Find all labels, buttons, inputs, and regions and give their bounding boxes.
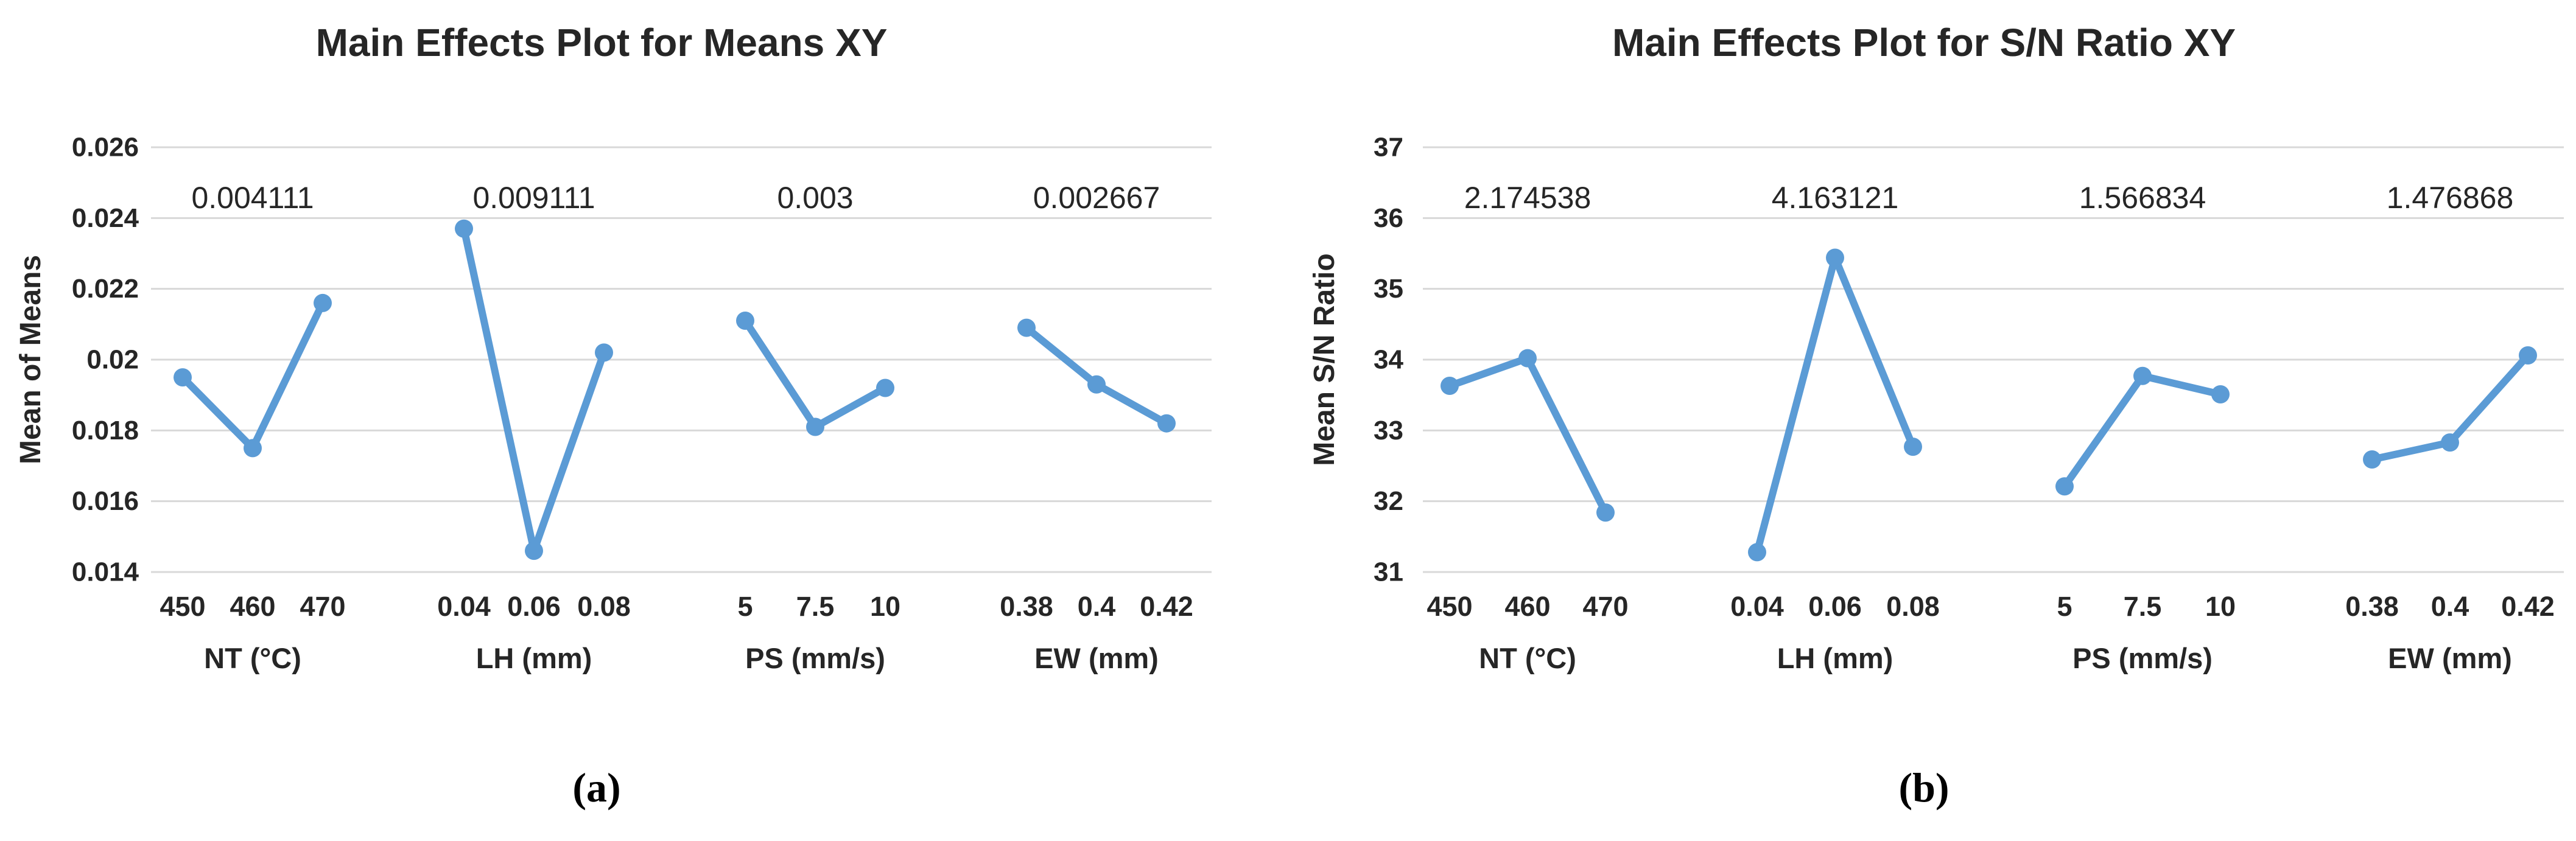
x-tick-label: 0.08	[577, 591, 631, 622]
y-tick-label: 0.016	[72, 486, 139, 516]
x-group-label: NT (°C)	[204, 642, 301, 674]
x-tick-label: 0.04	[437, 591, 491, 622]
series-line	[742, 317, 889, 431]
delta-annotation: 1.476868	[2387, 181, 2514, 215]
y-tick-label: 0.022	[72, 274, 139, 304]
x-tick-label: 0.38	[2345, 591, 2399, 622]
delta-annotation: 0.004111	[191, 181, 314, 215]
data-point-marker	[525, 542, 543, 560]
data-point-marker	[2441, 433, 2459, 452]
data-point-marker	[1518, 349, 1537, 368]
y-tick-label: 32	[1374, 486, 1403, 516]
chart-sn-ratio-svg: 37 36 35 34 33 32 31 Main Effects Plot for S/N …	[1308, 21, 2564, 674]
data-point-marker	[1826, 248, 1844, 267]
data-point-marker	[1087, 375, 1106, 394]
data-point-marker	[2363, 450, 2381, 469]
y-tick-label: 36	[1374, 203, 1403, 233]
x-tick-label: 5	[2057, 591, 2072, 622]
x-tick-label: 0.06	[1808, 591, 1862, 622]
data-point-marker	[595, 343, 613, 362]
x-tick-label: 10	[2205, 591, 2236, 622]
x-group-label: PS (mm/s)	[745, 642, 885, 674]
x-tick-label: 0.08	[1886, 591, 1940, 622]
x-tick-label: 0.4	[1078, 591, 1116, 622]
delta-annotation: 2.174538	[1464, 181, 1592, 215]
x-tick-label: 0.04	[1730, 591, 1784, 622]
data-point-marker	[314, 293, 332, 312]
data-point-marker	[1904, 438, 1922, 456]
x-tick-label: 7.5	[796, 591, 835, 622]
data-point-marker	[1017, 318, 1036, 337]
y-tick-label: 31	[1374, 557, 1403, 587]
x-group-label: PS (mm/s)	[2072, 642, 2213, 674]
x-group-label: EW (mm)	[1034, 642, 1159, 674]
y-tick-label: 0.026	[72, 133, 139, 162]
x-tick-label: 0.06	[507, 591, 561, 622]
data-point-marker	[455, 219, 473, 238]
y-tick-label: 0.014	[72, 557, 139, 587]
y-tick-label: 33	[1374, 416, 1403, 445]
chart-means-svg: 0.026 0.024 0.022 0.02 0.018 0.016 0.014 Main E…	[15, 21, 1212, 674]
x-tick-label: 0.42	[1140, 591, 1193, 622]
delta-annotation: 0.003	[777, 181, 853, 215]
series-line	[179, 299, 326, 452]
x-group-label: EW (mm)	[2388, 642, 2512, 674]
x-tick-label: 470	[300, 591, 345, 622]
data-point-marker	[2211, 385, 2230, 404]
delta-annotation: 1.566834	[2079, 181, 2206, 215]
y-tick-label: 0.02	[86, 345, 139, 375]
y-axis-title: Mean of Means	[15, 255, 47, 464]
series-line	[1446, 354, 1609, 517]
x-group-label: LH (mm)	[1777, 642, 1893, 674]
data-point-marker	[2519, 346, 2537, 365]
y-tick-label: 0.024	[72, 203, 139, 233]
x-group-label: NT (°C)	[1479, 642, 1576, 674]
x-tick-label: 470	[1582, 591, 1628, 622]
data-point-marker	[806, 417, 824, 436]
data-point-marker	[1441, 377, 1459, 396]
x-tick-label: 5	[737, 591, 753, 622]
x-tick-label: 0.42	[2501, 591, 2555, 622]
panel-label-b: (b)	[1898, 764, 1950, 811]
x-tick-label: 10	[870, 591, 900, 622]
x-group-label: LH (mm)	[476, 642, 592, 674]
series-line	[460, 225, 608, 555]
series-line	[1753, 254, 1917, 556]
data-point-marker	[1157, 414, 1176, 433]
delta-annotation: 0.002667	[1033, 181, 1160, 215]
data-point-marker	[736, 312, 754, 330]
data-point-marker	[876, 379, 894, 397]
data-point-marker	[1596, 503, 1615, 522]
x-tick-label: 0.4	[2431, 591, 2469, 622]
data-point-marker	[1748, 543, 1766, 562]
data-point-marker	[174, 368, 192, 387]
y-tick-label: 37	[1374, 133, 1403, 162]
y-tick-label: 35	[1374, 274, 1403, 304]
chart-title: Main Effects Plot for S/N Ratio XY	[1612, 21, 2236, 65]
data-point-marker	[2055, 477, 2074, 496]
x-tick-label: 450	[160, 591, 205, 622]
x-tick-label: 460	[230, 591, 275, 622]
x-tick-label: 7.5	[2124, 591, 2162, 622]
chart-means: 0.026 0.024 0.022 0.02 0.018 0.016 0.014 Main E…	[15, 21, 1212, 674]
data-point-marker	[2133, 366, 2152, 385]
x-tick-label: 450	[1427, 591, 1472, 622]
x-tick-label: 0.38	[1000, 591, 1053, 622]
panel-label-a: (a)	[572, 764, 621, 811]
y-tick-label: 34	[1374, 345, 1403, 375]
data-point-marker	[244, 439, 262, 458]
y-tick-label: 0.018	[72, 416, 139, 445]
chart-title: Main Effects Plot for Means XY	[316, 21, 888, 65]
delta-annotation: 0.009111	[472, 181, 595, 215]
chart-sn-ratio: 37 36 35 34 33 32 31 Main Effects Plot for S/N …	[1288, 0, 2576, 841]
x-tick-label: 460	[1504, 591, 1550, 622]
y-axis-title: Mean S/N Ratio	[1308, 253, 1341, 466]
delta-annotation: 4.163121	[1772, 181, 1899, 215]
